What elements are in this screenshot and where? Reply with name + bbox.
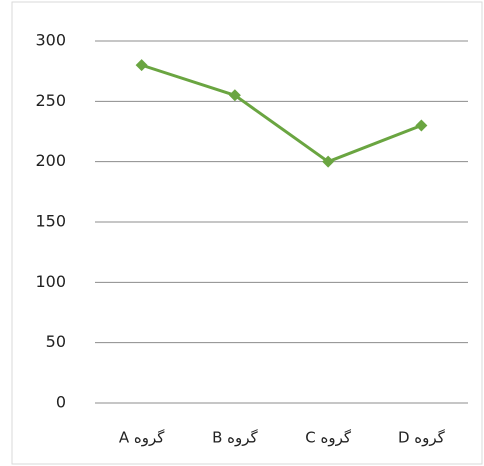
y-tick-label: 150 bbox=[35, 212, 66, 231]
x-tick-label: گروه A bbox=[119, 429, 165, 447]
point-marker bbox=[135, 59, 148, 72]
y-tick-label: 300 bbox=[35, 31, 66, 50]
y-tick-label: 50 bbox=[46, 332, 66, 351]
y-tick-label: 100 bbox=[35, 272, 66, 291]
x-tick-label: گروه D bbox=[398, 429, 446, 447]
y-tick-label: 250 bbox=[35, 91, 66, 110]
point-marker bbox=[415, 119, 428, 132]
y-tick-label: 200 bbox=[35, 151, 66, 170]
y-tick-label: 0 bbox=[56, 393, 66, 412]
chart-frame bbox=[11, 1, 483, 465]
series-line bbox=[141, 63, 422, 164]
x-tick-label: گروه C bbox=[305, 429, 352, 447]
point-marker bbox=[228, 89, 241, 102]
x-tick-label: گروه B bbox=[212, 429, 258, 447]
point-marker bbox=[322, 155, 335, 168]
